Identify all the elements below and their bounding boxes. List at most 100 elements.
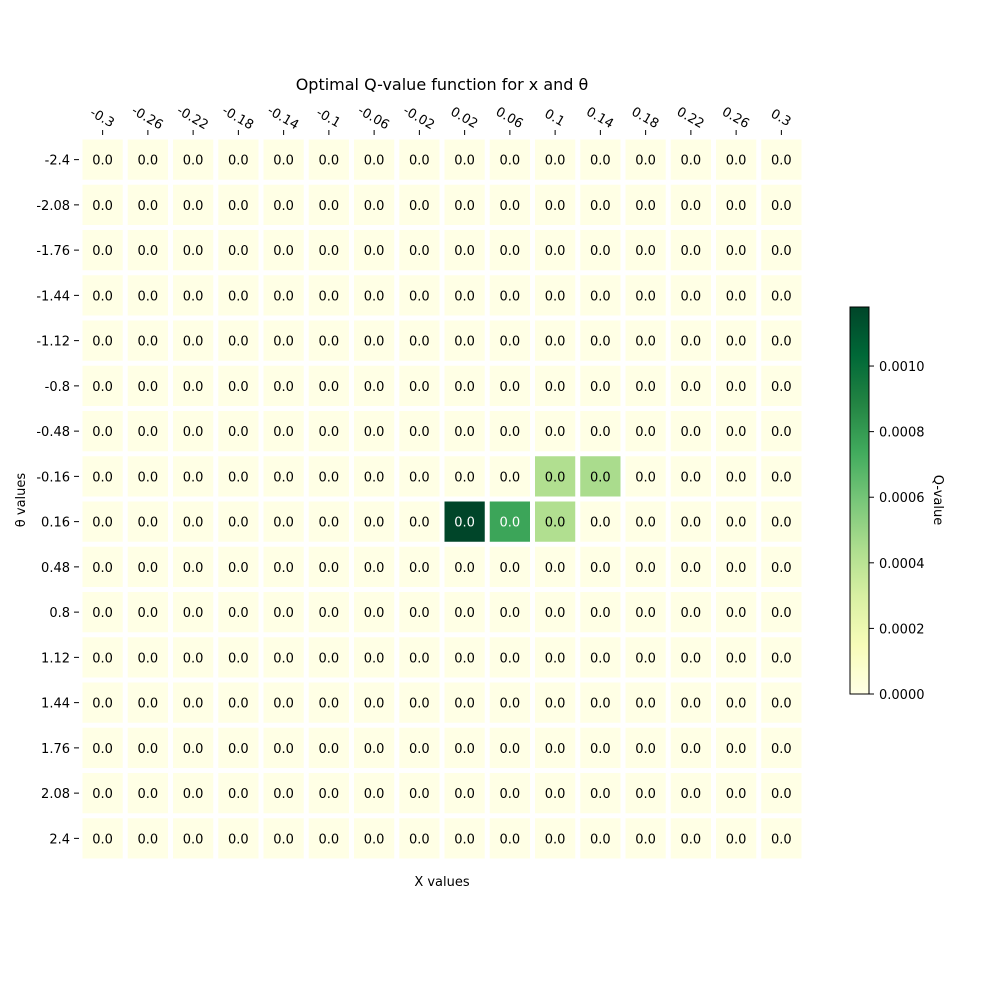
- heatmap-cell: [670, 320, 711, 361]
- heatmap-cell: [173, 184, 214, 225]
- cell-value-label: 0.0: [500, 154, 521, 169]
- heatmap-cell: [127, 275, 168, 316]
- heatmap-cell: [489, 411, 530, 452]
- cell-value-label: 0.0: [319, 289, 340, 304]
- cell-value-label: 0.0: [726, 561, 747, 576]
- heatmap-cell: [399, 184, 440, 225]
- colorbar-gradient: [849, 306, 870, 695]
- heatmap-cell: [761, 818, 802, 859]
- heatmap-cell: [173, 592, 214, 633]
- heatmap-cell: [127, 411, 168, 452]
- cell-value-label: 0.0: [273, 199, 294, 214]
- cell-value-label: 0.0: [681, 651, 702, 666]
- cell-value-label: 0.0: [454, 425, 475, 440]
- heatmap-cell: [444, 501, 485, 542]
- heatmap-cell: [670, 411, 711, 452]
- cell-value-label: 0.0: [500, 470, 521, 485]
- heatmap-cell: [670, 546, 711, 587]
- heatmap-cell: [173, 230, 214, 271]
- cell-value-label: 0.0: [681, 470, 702, 485]
- cell-value-label: 0.0: [500, 742, 521, 757]
- cell-value-label: 0.0: [545, 335, 566, 350]
- cell-value-label: 0.0: [364, 787, 385, 802]
- cell-value-label: 0.0: [635, 425, 656, 440]
- heatmap-cell: [444, 818, 485, 859]
- heatmap-cell: [625, 184, 666, 225]
- heatmap-cell: [580, 773, 621, 814]
- x-tick-label: 0.18: [629, 105, 662, 132]
- cell-value-label: 0.0: [635, 606, 656, 621]
- heatmap-cell: [716, 637, 757, 678]
- cell-value-label: 0.0: [92, 832, 113, 847]
- x-tick-label: 0.26: [719, 105, 752, 132]
- heatmap-cell: [308, 727, 349, 768]
- cell-value-label: 0.0: [771, 199, 792, 214]
- heatmap-cell: [127, 184, 168, 225]
- cell-value-label: 0.0: [590, 289, 611, 304]
- cell-value-label: 0.0: [545, 380, 566, 395]
- cell-value-label: 0.0: [364, 199, 385, 214]
- heatmap-cell: [535, 592, 576, 633]
- heatmap-cell: [489, 773, 530, 814]
- heatmap-cell: [670, 139, 711, 180]
- cell-value-label: 0.0: [635, 380, 656, 395]
- cell-value-label: 0.0: [635, 787, 656, 802]
- heatmap-cell: [173, 546, 214, 587]
- heatmap-cell: [127, 456, 168, 497]
- heatmap-cell: [82, 682, 123, 723]
- heatmap-cell: [127, 230, 168, 271]
- heatmap-cell: [173, 682, 214, 723]
- cell-value-label: 0.0: [273, 651, 294, 666]
- cell-value-label: 0.0: [681, 154, 702, 169]
- heatmap-cell: [580, 320, 621, 361]
- cell-value-label: 0.0: [545, 425, 566, 440]
- heatmap-cell: [716, 411, 757, 452]
- cell-value-label: 0.0: [138, 697, 159, 712]
- cell-value-label: 0.0: [319, 154, 340, 169]
- heatmap-cell: [218, 637, 259, 678]
- cell-value-label: 0.0: [545, 742, 566, 757]
- x-tick-label: -0.06: [355, 103, 392, 133]
- y-tick-label: 1.44: [41, 697, 70, 712]
- heatmap-cell: [82, 365, 123, 406]
- cell-value-label: 0.0: [273, 787, 294, 802]
- cell-value-label: 0.0: [500, 380, 521, 395]
- heatmap-cell: [308, 411, 349, 452]
- heatmap-cell: [354, 184, 395, 225]
- cell-value-label: 0.0: [273, 244, 294, 259]
- y-tick-label: 0.48: [41, 561, 70, 576]
- cell-value-label: 0.0: [138, 832, 159, 847]
- y-tick-label: -1.76: [36, 244, 70, 259]
- cell-value-label: 0.0: [409, 289, 430, 304]
- cell-value-label: 0.0: [681, 380, 702, 395]
- colorbar-tick-label: 0.0008: [879, 426, 925, 441]
- cell-value-label: 0.0: [273, 516, 294, 531]
- heatmap-cell: [535, 411, 576, 452]
- cell-value-label: 0.0: [454, 380, 475, 395]
- cell-value-label: 0.0: [500, 787, 521, 802]
- x-tick-label: -0.26: [129, 103, 166, 133]
- cell-value-label: 0.0: [726, 289, 747, 304]
- heatmap-cell: [716, 365, 757, 406]
- heatmap-cell: [263, 411, 304, 452]
- heatmap-cell: [263, 637, 304, 678]
- heatmap-cell: [308, 230, 349, 271]
- colorbar-label: Q-value: [930, 475, 945, 525]
- heatmap-cell: [670, 727, 711, 768]
- heatmap-cell: [399, 637, 440, 678]
- cell-value-label: 0.0: [409, 697, 430, 712]
- cell-value-label: 0.0: [319, 742, 340, 757]
- heatmap-cell: [173, 727, 214, 768]
- cell-value-label: 0.0: [726, 651, 747, 666]
- cell-value-label: 0.0: [545, 516, 566, 531]
- heatmap-cell: [580, 230, 621, 271]
- y-tick-label: 1.12: [41, 651, 70, 666]
- heatmap-cell: [263, 546, 304, 587]
- cell-value-label: 0.0: [92, 335, 113, 350]
- cell-value-label: 0.0: [771, 516, 792, 531]
- heatmap-cell: [218, 320, 259, 361]
- heatmap-cell: [127, 682, 168, 723]
- cell-value-label: 0.0: [138, 516, 159, 531]
- heatmap-cell: [535, 773, 576, 814]
- cell-value-label: 0.0: [635, 154, 656, 169]
